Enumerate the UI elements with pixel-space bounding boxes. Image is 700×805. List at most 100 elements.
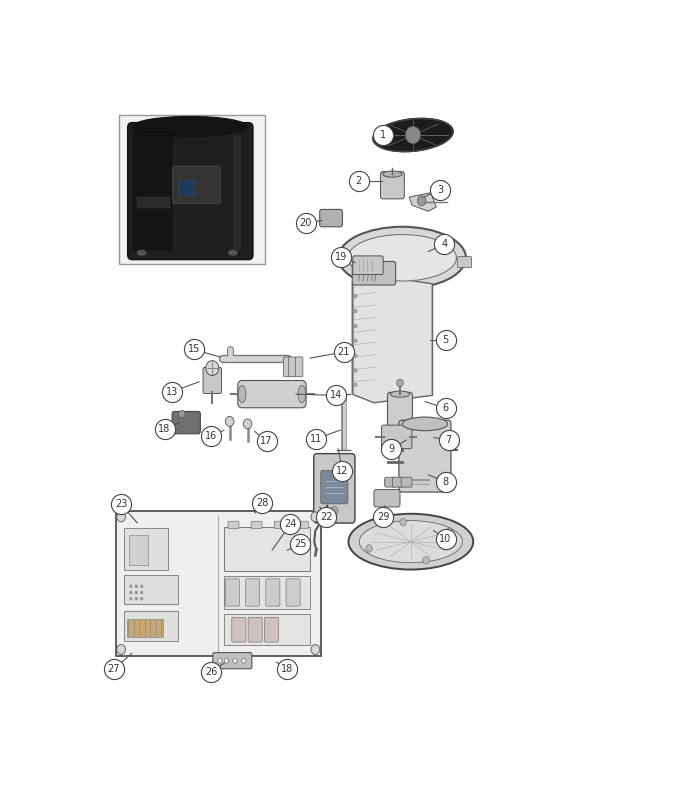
Circle shape — [178, 411, 185, 418]
Text: 2: 2 — [356, 176, 362, 186]
Circle shape — [140, 591, 143, 594]
Circle shape — [354, 295, 357, 298]
Text: 25: 25 — [294, 539, 307, 549]
FancyBboxPatch shape — [374, 489, 400, 507]
FancyBboxPatch shape — [458, 257, 472, 268]
Text: 9: 9 — [389, 444, 394, 454]
FancyBboxPatch shape — [352, 262, 396, 285]
Text: 10: 10 — [440, 535, 452, 544]
Text: 14: 14 — [330, 390, 342, 400]
FancyBboxPatch shape — [233, 135, 241, 250]
Text: 7: 7 — [446, 435, 452, 445]
Circle shape — [140, 584, 143, 588]
Circle shape — [134, 591, 138, 594]
Circle shape — [225, 416, 234, 427]
Text: 8: 8 — [442, 477, 449, 487]
FancyBboxPatch shape — [125, 528, 168, 570]
Circle shape — [366, 545, 372, 552]
Ellipse shape — [137, 250, 146, 256]
FancyBboxPatch shape — [213, 653, 252, 669]
FancyBboxPatch shape — [314, 454, 355, 523]
Ellipse shape — [228, 250, 238, 256]
Ellipse shape — [133, 117, 247, 136]
Circle shape — [354, 354, 357, 357]
FancyBboxPatch shape — [401, 477, 412, 487]
Circle shape — [354, 383, 357, 386]
FancyBboxPatch shape — [228, 521, 239, 529]
FancyBboxPatch shape — [133, 132, 172, 250]
Circle shape — [243, 419, 252, 429]
FancyBboxPatch shape — [381, 171, 405, 199]
Text: 29: 29 — [377, 512, 389, 522]
FancyBboxPatch shape — [225, 579, 239, 606]
Circle shape — [241, 658, 246, 663]
Text: 21: 21 — [337, 347, 350, 357]
Circle shape — [400, 518, 407, 526]
Text: 22: 22 — [320, 512, 332, 522]
Circle shape — [354, 339, 357, 343]
Text: 18: 18 — [158, 424, 171, 434]
FancyBboxPatch shape — [289, 357, 296, 377]
Circle shape — [397, 379, 403, 386]
Text: 19: 19 — [335, 251, 347, 262]
Circle shape — [224, 658, 228, 663]
Circle shape — [423, 556, 429, 564]
FancyBboxPatch shape — [127, 618, 163, 637]
FancyBboxPatch shape — [127, 122, 253, 260]
FancyBboxPatch shape — [224, 613, 310, 645]
Text: 17: 17 — [260, 436, 273, 446]
Ellipse shape — [359, 521, 463, 563]
Circle shape — [233, 658, 237, 663]
Circle shape — [330, 506, 338, 515]
Text: 28: 28 — [256, 498, 268, 508]
Circle shape — [354, 369, 357, 373]
Ellipse shape — [402, 417, 448, 431]
Polygon shape — [352, 275, 433, 402]
FancyBboxPatch shape — [203, 367, 221, 394]
Text: 26: 26 — [205, 667, 218, 677]
FancyBboxPatch shape — [274, 521, 285, 529]
Circle shape — [311, 512, 320, 522]
FancyBboxPatch shape — [119, 115, 265, 264]
Ellipse shape — [238, 386, 246, 402]
FancyBboxPatch shape — [353, 256, 383, 275]
FancyBboxPatch shape — [385, 477, 396, 487]
FancyBboxPatch shape — [116, 510, 321, 656]
FancyBboxPatch shape — [137, 197, 170, 208]
FancyBboxPatch shape — [286, 579, 300, 606]
FancyBboxPatch shape — [125, 611, 178, 641]
Polygon shape — [410, 192, 436, 211]
FancyBboxPatch shape — [232, 617, 246, 642]
FancyBboxPatch shape — [388, 392, 412, 446]
FancyBboxPatch shape — [251, 521, 262, 529]
Circle shape — [134, 584, 138, 588]
Text: 1: 1 — [380, 130, 386, 140]
Circle shape — [140, 597, 143, 601]
Circle shape — [206, 361, 219, 375]
Ellipse shape — [383, 171, 402, 177]
Text: 20: 20 — [300, 218, 312, 228]
FancyBboxPatch shape — [246, 579, 260, 606]
FancyBboxPatch shape — [224, 526, 310, 572]
Circle shape — [218, 658, 222, 663]
Text: 15: 15 — [188, 345, 200, 354]
Text: 5: 5 — [442, 335, 449, 345]
Circle shape — [117, 645, 125, 654]
Ellipse shape — [338, 227, 466, 289]
FancyBboxPatch shape — [320, 209, 342, 227]
FancyBboxPatch shape — [266, 579, 280, 606]
Ellipse shape — [349, 514, 473, 570]
Ellipse shape — [348, 234, 456, 281]
FancyBboxPatch shape — [298, 521, 308, 529]
FancyBboxPatch shape — [265, 617, 279, 642]
Circle shape — [354, 324, 357, 328]
Text: 13: 13 — [166, 386, 179, 397]
Text: 4: 4 — [442, 239, 447, 249]
FancyBboxPatch shape — [248, 617, 262, 642]
Circle shape — [417, 196, 426, 206]
FancyBboxPatch shape — [321, 470, 348, 504]
Text: 3: 3 — [437, 184, 443, 195]
FancyBboxPatch shape — [224, 576, 310, 609]
Circle shape — [130, 591, 132, 594]
Ellipse shape — [373, 118, 453, 151]
